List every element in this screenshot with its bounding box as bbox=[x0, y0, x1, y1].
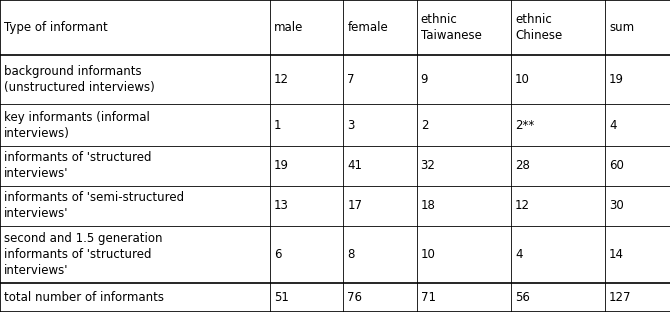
Text: 60: 60 bbox=[609, 159, 624, 173]
Text: background informants
(unstructured interviews): background informants (unstructured inte… bbox=[4, 65, 155, 94]
Text: total number of informants: total number of informants bbox=[4, 291, 164, 304]
Text: 6: 6 bbox=[274, 248, 281, 261]
Text: 1: 1 bbox=[274, 119, 281, 132]
Text: 19: 19 bbox=[609, 73, 624, 86]
Text: female: female bbox=[347, 21, 388, 34]
Text: 14: 14 bbox=[609, 248, 624, 261]
Text: 2: 2 bbox=[421, 119, 428, 132]
Text: 41: 41 bbox=[347, 159, 362, 173]
Text: male: male bbox=[274, 21, 304, 34]
Text: 32: 32 bbox=[421, 159, 436, 173]
Text: informants of 'structured
interviews': informants of 'structured interviews' bbox=[4, 151, 151, 180]
Text: 10: 10 bbox=[515, 73, 530, 86]
Text: 28: 28 bbox=[515, 159, 530, 173]
Text: 76: 76 bbox=[347, 291, 362, 304]
Text: 3: 3 bbox=[347, 119, 354, 132]
Text: 51: 51 bbox=[274, 291, 289, 304]
Text: Type of informant: Type of informant bbox=[4, 21, 108, 34]
Text: 17: 17 bbox=[347, 199, 362, 212]
Text: 4: 4 bbox=[609, 119, 616, 132]
Text: 30: 30 bbox=[609, 199, 624, 212]
Text: 71: 71 bbox=[421, 291, 436, 304]
Text: 13: 13 bbox=[274, 199, 289, 212]
Text: 7: 7 bbox=[347, 73, 355, 86]
Text: 9: 9 bbox=[421, 73, 428, 86]
Text: 56: 56 bbox=[515, 291, 530, 304]
Text: second and 1.5 generation
informants of 'structured
interviews': second and 1.5 generation informants of … bbox=[4, 232, 163, 277]
Text: 127: 127 bbox=[609, 291, 632, 304]
Text: ethnic
Chinese: ethnic Chinese bbox=[515, 13, 562, 42]
Text: 12: 12 bbox=[274, 73, 289, 86]
Text: key informants (informal
interviews): key informants (informal interviews) bbox=[4, 110, 150, 139]
Text: ethnic
Taiwanese: ethnic Taiwanese bbox=[421, 13, 482, 42]
Text: 8: 8 bbox=[347, 248, 354, 261]
Text: 10: 10 bbox=[421, 248, 436, 261]
Text: 2**: 2** bbox=[515, 119, 534, 132]
Text: 18: 18 bbox=[421, 199, 436, 212]
Text: 4: 4 bbox=[515, 248, 523, 261]
Text: informants of 'semi-structured
interviews': informants of 'semi-structured interview… bbox=[4, 191, 184, 220]
Text: 19: 19 bbox=[274, 159, 289, 173]
Text: sum: sum bbox=[609, 21, 634, 34]
Text: 12: 12 bbox=[515, 199, 530, 212]
